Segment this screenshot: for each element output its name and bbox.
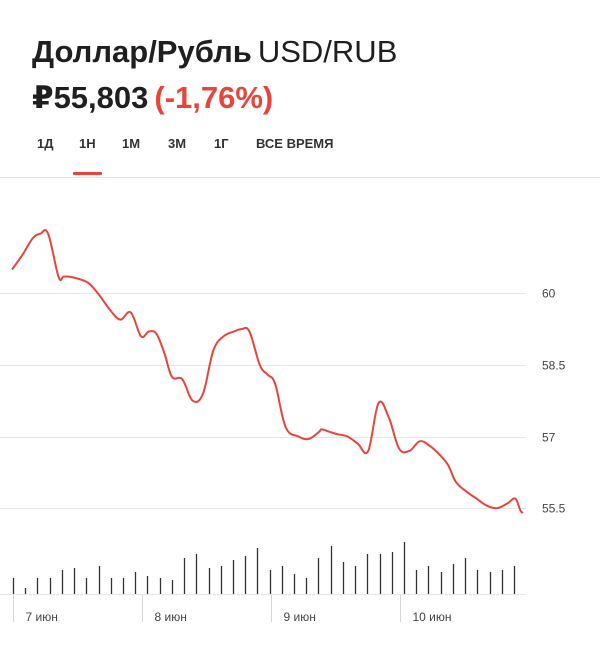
x-tick-label: 9 июн: [284, 610, 316, 624]
tab-1y[interactable]: 1Г: [214, 136, 229, 151]
x-tick-label: 10 июн: [413, 610, 452, 624]
x-tick-label: 7 июн: [26, 610, 58, 624]
y-tick-label: 60: [542, 287, 556, 301]
y-tick-label: 57: [542, 431, 556, 445]
tabs-divider: [0, 177, 600, 178]
tab-all-time[interactable]: ВСЕ ВРЕМЯ: [256, 136, 334, 151]
price-row: ₽55,803 (-1,76%): [32, 80, 273, 116]
instrument-ticker: USD/RUB: [257, 34, 398, 69]
page-title: Доллар/Рубль USD/RUB: [32, 34, 397, 70]
x-tick-label: 8 июн: [155, 610, 187, 624]
price-series-line: [11, 229, 524, 514]
y-tick-label: 58.5: [542, 359, 566, 373]
tab-1m[interactable]: 1М: [122, 136, 141, 151]
tab-1w[interactable]: 1Н: [73, 136, 102, 175]
price-change: (-1,76%): [154, 80, 274, 115]
y-tick-label: 55.5: [542, 502, 566, 516]
instrument-name: Доллар/Рубль: [32, 34, 252, 69]
current-price: ₽55,803: [32, 80, 149, 115]
period-tabs: 1Д 1Н 1М 3М 1Г ВСЕ ВРЕМЯ: [0, 126, 600, 175]
tab-3m[interactable]: 3М: [168, 136, 187, 151]
tab-1d[interactable]: 1Д: [37, 136, 54, 151]
